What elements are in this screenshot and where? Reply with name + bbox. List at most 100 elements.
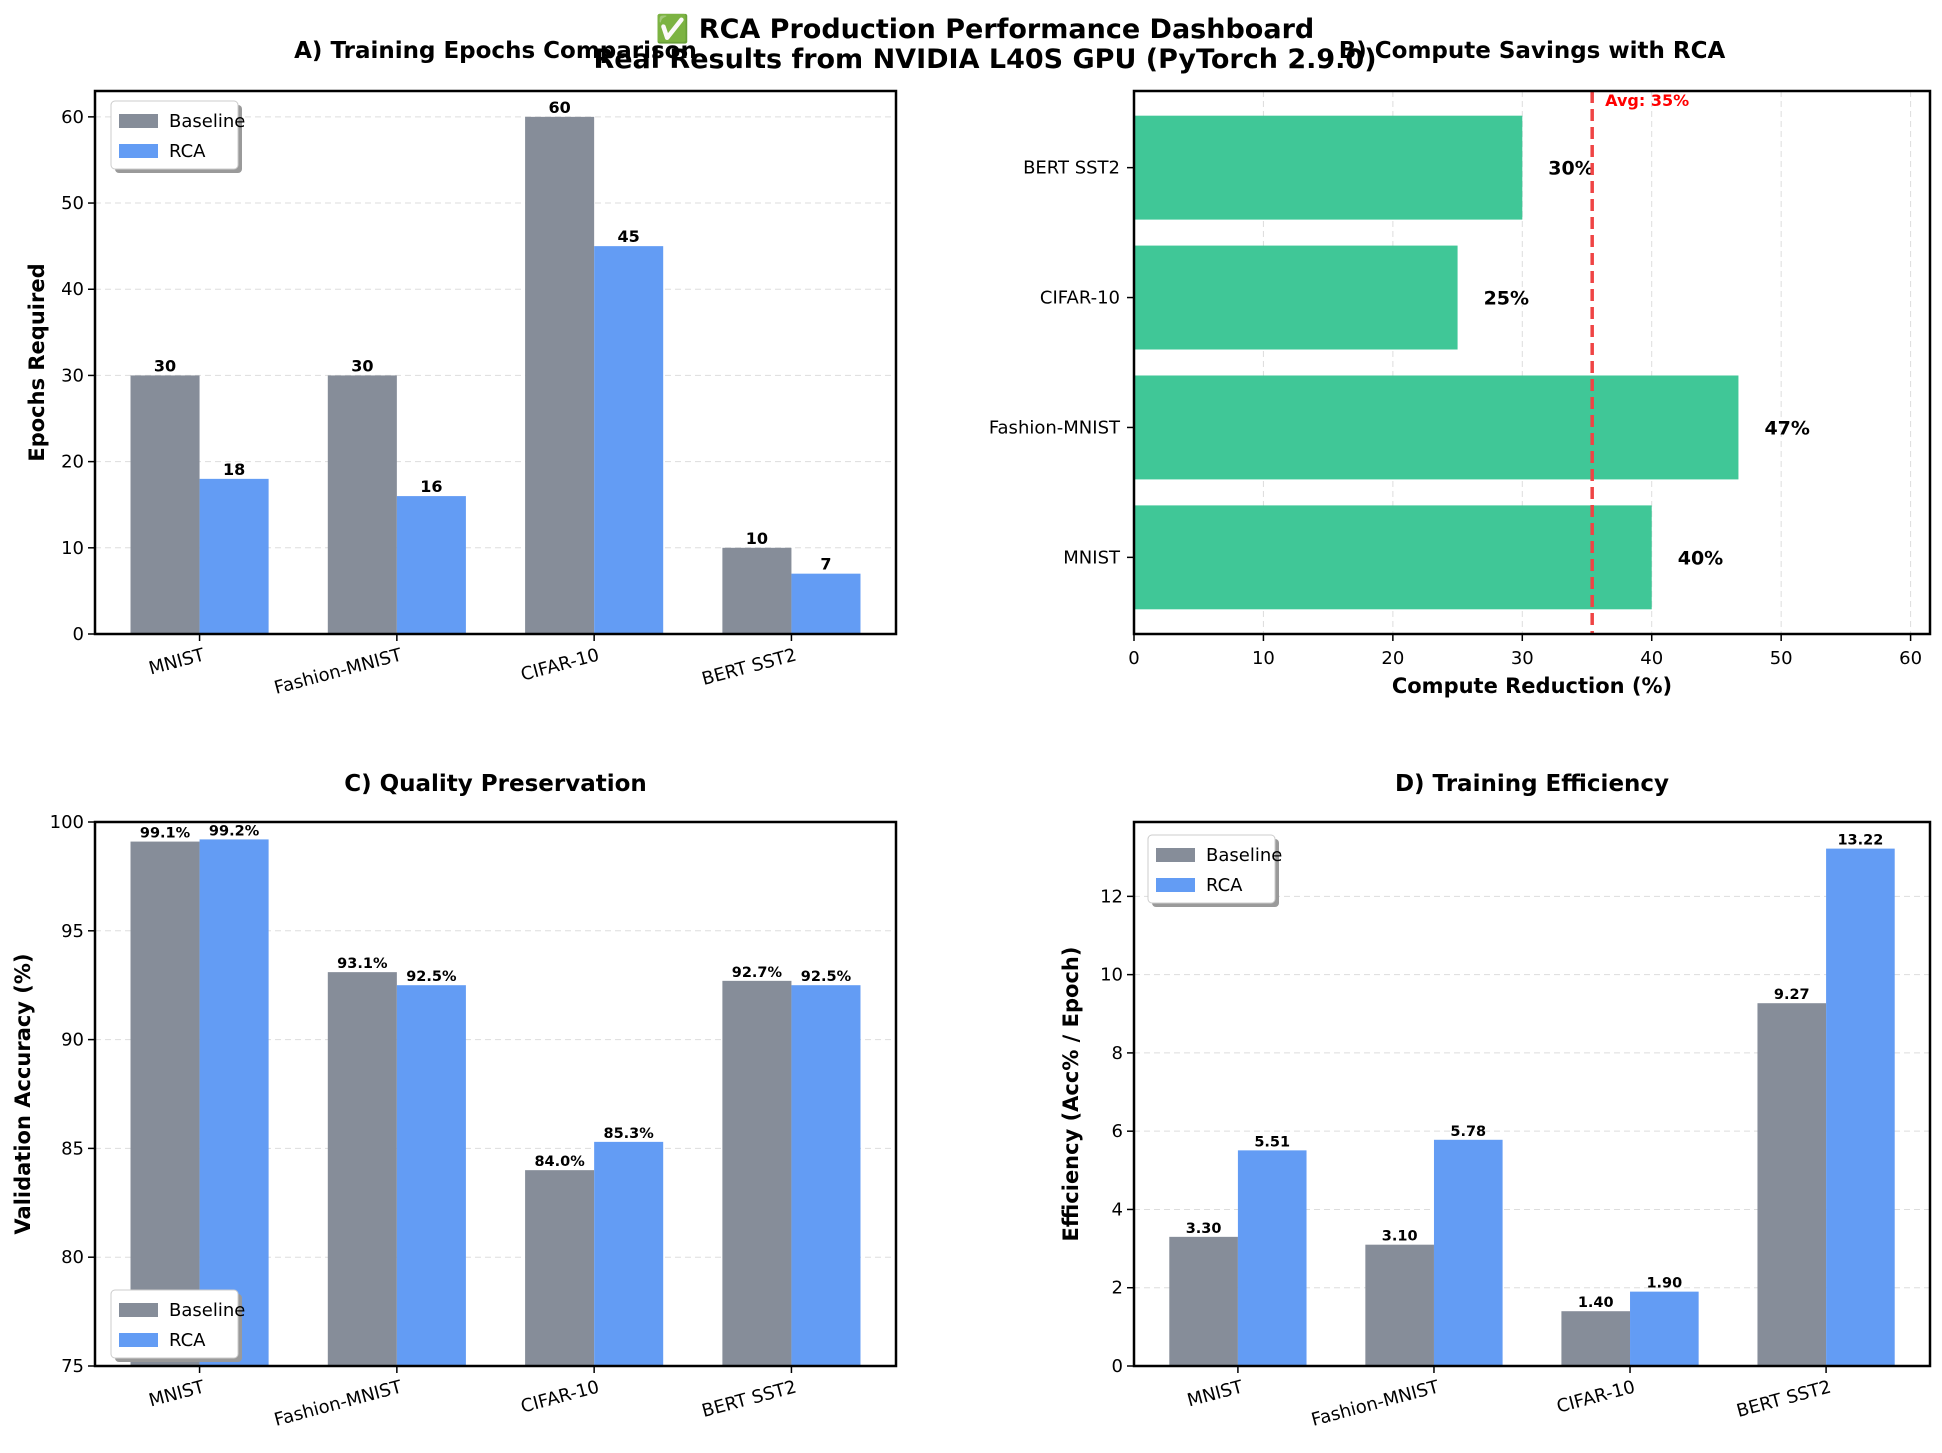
data-label-rca-fashion-mnist: 92.5%	[406, 969, 457, 985]
legend: Baseline RCA	[110, 1289, 245, 1362]
bar-rca-cifar-10	[594, 246, 664, 634]
bar-baseline-mnist	[130, 841, 200, 1366]
axes-frame	[93, 89, 898, 636]
legend-swatch-baseline	[119, 1303, 158, 1317]
data-label-baseline-mnist: 30	[154, 356, 176, 375]
x-tick-label-cifar-10: CIFAR-10	[519, 1377, 602, 1418]
axes-frame	[1132, 820, 1932, 1368]
legend-label-baseline: Baseline	[169, 111, 245, 132]
y-tick-label: 2	[1112, 1278, 1123, 1299]
y-tick-label: 95	[61, 921, 84, 942]
x-tick-label: 10	[1252, 648, 1275, 669]
bar-savings-mnist	[1134, 505, 1652, 610]
data-label-rca-bert-sst2: 92.5%	[801, 969, 852, 985]
data-label-baseline-cifar-10: 84.0%	[534, 1154, 585, 1170]
bar-baseline-bert-sst2	[722, 547, 792, 634]
data-label-rca-fashion-mnist: 5.78	[1450, 1124, 1486, 1140]
bar-baseline-fashion-mnist	[327, 972, 397, 1366]
bar-rca-fashion-mnist	[396, 496, 466, 634]
x-tick-label: 50	[1770, 648, 1793, 669]
data-label-baseline-mnist: 3.30	[1186, 1221, 1222, 1237]
y-tick-label: 4	[1112, 1199, 1123, 1220]
bar-savings-fashion-mnist	[1134, 375, 1739, 480]
legend-label-baseline: Baseline	[1206, 845, 1282, 866]
bar-baseline-bert-sst2	[722, 980, 792, 1366]
legend-swatch-rca	[1156, 878, 1195, 892]
bar-savings-bert-sst2	[1134, 115, 1523, 220]
x-tick-label-fashion-mnist: Fashion-MNIST	[1309, 1376, 1442, 1430]
bar-baseline-mnist	[130, 375, 200, 634]
data-label-baseline-bert-sst2: 10	[746, 529, 768, 548]
y-tick-label: 100	[50, 812, 84, 833]
bar-baseline-mnist	[1169, 1236, 1238, 1366]
x-tick-label: 0	[1128, 648, 1139, 669]
bar-baseline-cifar-10	[525, 116, 595, 635]
y-tick-label: 30	[61, 365, 84, 386]
y-tick-label: 6	[1112, 1121, 1123, 1142]
data-label-baseline-bert-sst2: 9.27	[1774, 987, 1810, 1003]
y-tick-label-bert-sst2: BERT SST2	[1023, 158, 1120, 179]
data-label-rca-fashion-mnist: 16	[420, 477, 442, 496]
bar-baseline-fashion-mnist	[1365, 1244, 1434, 1366]
y-axis-label: Epochs Required	[25, 263, 49, 461]
x-tick-label: 40	[1640, 648, 1663, 669]
x-tick-label: 60	[1899, 648, 1922, 669]
legend-swatch-rca	[119, 1333, 158, 1347]
legend: Baseline RCA	[110, 100, 245, 173]
legend-label-baseline: Baseline	[169, 1300, 245, 1321]
data-label-baseline-cifar-10: 60	[548, 98, 570, 117]
data-label-baseline-bert-sst2: 92.7%	[732, 965, 783, 981]
data-label-savings-cifar-10: 25%	[1484, 288, 1529, 310]
y-tick-label: 8	[1112, 1043, 1123, 1064]
chart-training-epochs: 30 30 60 10 18 16 45 7 0 10 20 30 40 50 60 MNIST Fashion…	[25, 38, 898, 699]
y-tick-label: 85	[61, 1138, 84, 1159]
y-tick-label: 40	[61, 279, 84, 300]
x-axis-label: Compute Reduction (%)	[1392, 674, 1672, 698]
chart-title: B) Compute Savings with RCA	[1339, 38, 1726, 64]
data-label-baseline-cifar-10: 1.40	[1578, 1295, 1614, 1311]
data-label-baseline-fashion-mnist: 93.1%	[337, 956, 388, 972]
legend-swatch-rca	[119, 144, 158, 158]
y-tick-label: 10	[1100, 965, 1123, 986]
bar-rca-bert-sst2	[1826, 848, 1895, 1366]
bar-rca-fashion-mnist	[396, 985, 466, 1366]
bar-baseline-fashion-mnist	[327, 375, 397, 634]
y-tick-label: 12	[1100, 886, 1123, 907]
x-tick-label-mnist: MNIST	[1185, 1376, 1246, 1411]
y-tick-label: 75	[61, 1356, 84, 1377]
bar-rca-mnist	[199, 478, 269, 634]
x-tick-label-fashion-mnist: Fashion-MNIST	[272, 644, 405, 698]
suptitle-line-2: Real Results from NVIDIA L40S GPU (PyTor…	[593, 44, 1376, 75]
data-label-rca-cifar-10: 45	[618, 227, 640, 246]
bar-rca-bert-sst2	[791, 985, 861, 1366]
data-label-rca-mnist: 5.51	[1254, 1134, 1290, 1150]
data-label-rca-mnist: 18	[223, 460, 245, 479]
y-tick-label: 60	[61, 107, 84, 128]
bar-baseline-bert-sst2	[1757, 1003, 1827, 1366]
x-tick-label-fashion-mnist: Fashion-MNIST	[272, 1376, 405, 1430]
data-label-rca-bert-sst2: 7	[820, 555, 831, 574]
data-label-rca-cifar-10: 1.90	[1646, 1276, 1682, 1292]
y-tick-label: 0	[73, 624, 84, 645]
data-label-baseline-mnist: 99.1%	[140, 826, 191, 842]
y-tick-label-mnist: MNIST	[1063, 547, 1121, 568]
y-axis-label: Efficiency (Acc% / Epoch)	[1059, 947, 1083, 1242]
bar-rca-mnist	[199, 839, 269, 1366]
bar-rca-cifar-10	[1630, 1291, 1699, 1366]
axes-frame	[1132, 89, 1932, 636]
average-line-label: Avg: 35%	[1605, 91, 1689, 110]
x-tick-label-bert-sst2: BERT SST2	[700, 645, 799, 690]
chart-title: A) Training Epochs Comparison	[294, 38, 697, 64]
x-tick-label: 20	[1381, 648, 1404, 669]
x-tick-label-bert-sst2: BERT SST2	[1734, 1377, 1833, 1422]
chart-compute-savings: 40% 47% 25% 30% Avg: 35% 0 10 20 30 40 50 60 MNIST Fa…	[989, 38, 1932, 698]
y-tick-label: 20	[61, 452, 84, 473]
axes-frame	[93, 820, 898, 1368]
y-tick-label-cifar-10: CIFAR-10	[1040, 288, 1120, 309]
legend-label-rca: RCA	[169, 1330, 206, 1351]
y-tick-label: 0	[1112, 1356, 1123, 1377]
legend-label-rca: RCA	[1206, 875, 1243, 896]
y-tick-label: 10	[61, 538, 84, 559]
legend-swatch-baseline	[119, 114, 158, 128]
